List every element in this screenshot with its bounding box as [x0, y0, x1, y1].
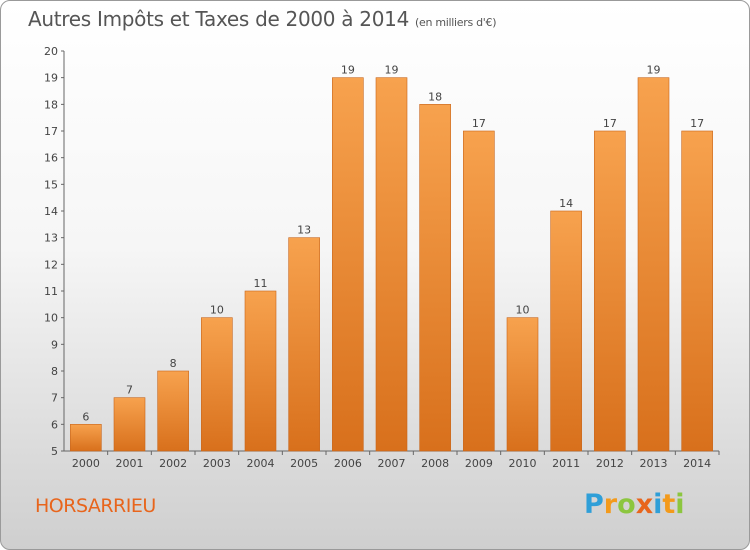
y-tick-label: 7 — [51, 392, 58, 405]
data-label-2010: 10 — [516, 304, 530, 317]
bar-2009 — [463, 130, 495, 452]
bar-2013 — [637, 77, 670, 452]
data-label-2002: 8 — [170, 357, 177, 370]
x-tick-label: 2008 — [421, 457, 449, 470]
bar-2006 — [332, 77, 364, 452]
data-label-2011: 14 — [559, 197, 573, 210]
data-label-2008: 18 — [428, 90, 442, 103]
bar-2002 — [157, 370, 189, 452]
y-tick-label: 8 — [51, 365, 58, 378]
x-tick-label: 2000 — [72, 457, 100, 470]
data-label-2000: 6 — [82, 410, 89, 423]
y-tick-label: 14 — [44, 205, 58, 218]
bar-2005 — [288, 237, 320, 452]
y-tick-label: 13 — [44, 232, 58, 245]
data-label-2003: 10 — [210, 304, 224, 317]
x-tick-label: 2014 — [683, 457, 711, 470]
y-tick-label: 15 — [44, 178, 58, 191]
chart-subtitle: (en milliers d'€) — [415, 16, 497, 29]
y-tick-label: 5 — [51, 445, 58, 458]
x-tick-label: 2013 — [640, 457, 668, 470]
x-tick-label: 2001 — [116, 457, 144, 470]
x-tick-label: 2003 — [203, 457, 231, 470]
bar-2008 — [419, 104, 451, 452]
x-tick-label: 2011 — [552, 457, 580, 470]
x-tick-label: 2005 — [290, 457, 318, 470]
data-label-2004: 11 — [254, 277, 268, 290]
logo-letter: i — [653, 489, 663, 520]
logo-letter: P — [584, 489, 604, 520]
proxiti-logo[interactable]: Proxiti — [584, 489, 685, 520]
chart-axes: 5 6 7 8 9 10 11 12 13 14 15 16 17 18 19 20 2000 2001 2002 2… — [44, 45, 720, 470]
logo-letter: r — [603, 489, 618, 520]
logo-letter: t — [662, 489, 676, 520]
y-tick-label: 20 — [44, 45, 58, 58]
y-tick-label: 12 — [44, 258, 58, 271]
x-tick-label: 2009 — [465, 457, 493, 470]
commune-name: HORSARRIEU — [35, 495, 156, 517]
bar-2011 — [550, 210, 582, 452]
data-label-2012: 17 — [603, 117, 617, 130]
y-tick-label: 18 — [44, 98, 58, 111]
x-tick-label: 2007 — [378, 457, 406, 470]
bar-2012 — [594, 130, 626, 452]
bar-2014 — [681, 130, 713, 452]
logo-letter: x — [635, 489, 654, 520]
data-label-2009: 17 — [472, 117, 486, 130]
y-tick-label: 17 — [44, 125, 58, 138]
data-label-2001: 7 — [126, 384, 133, 397]
x-tick-label: 2006 — [334, 457, 362, 470]
chart-bars — [70, 77, 713, 452]
y-tick-label: 6 — [51, 418, 58, 431]
x-tick-label: 2002 — [159, 457, 187, 470]
y-tick-label: 11 — [44, 285, 58, 298]
logo-letter: i — [675, 489, 685, 520]
y-tick-label: 9 — [51, 338, 58, 351]
bar-2004 — [244, 290, 277, 452]
data-label-2007: 19 — [385, 64, 399, 77]
data-label-2006: 19 — [341, 64, 355, 77]
y-tick-label: 19 — [44, 72, 58, 85]
x-tick-label: 2010 — [509, 457, 537, 470]
logo-letter: o — [617, 489, 636, 520]
x-tick-label: 2004 — [247, 457, 275, 470]
bar-2000 — [70, 424, 102, 452]
bar-2010 — [506, 317, 539, 452]
bar-2007 — [375, 77, 408, 452]
data-label-2005: 13 — [297, 224, 311, 237]
chart-title-text: Autres Impôts et Taxes de 2000 à 2014 — [28, 7, 409, 31]
y-tick-label: 10 — [44, 312, 58, 325]
y-tick-label: 16 — [44, 152, 58, 165]
chart-data-labels: 6 7 8 10 11 13 19 19 18 17 10 14 17 19 17 — [82, 64, 704, 424]
bar-2001 — [113, 397, 146, 452]
chart-title: Autres Impôts et Taxes de 2000 à 2014 (en… — [28, 7, 496, 31]
data-label-2014: 17 — [690, 117, 704, 130]
data-label-2013: 19 — [647, 64, 661, 77]
x-tick-label: 2012 — [596, 457, 624, 470]
bar-2003 — [201, 317, 233, 452]
